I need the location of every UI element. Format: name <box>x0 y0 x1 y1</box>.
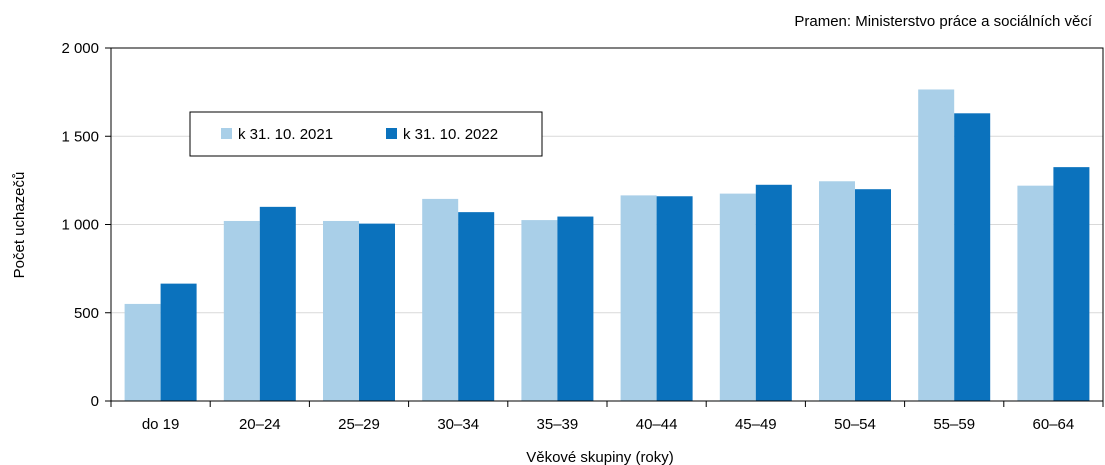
source-note: Pramen: Ministerstvo práce a sociálních … <box>794 13 1092 30</box>
y-tick-label: 1 500 <box>61 128 99 145</box>
x-axis: do 19 20–24 25–29 30–34 35–39 40–44 45–49 50–54… <box>110 401 1104 433</box>
legend-label-2021: k 31. 10. 2021 <box>238 126 333 143</box>
bar-2021 <box>521 220 558 401</box>
y-tick-label: 500 <box>74 305 99 322</box>
legend-box <box>189 111 543 157</box>
bar-2021 <box>1017 185 1054 401</box>
bar-2022 <box>755 184 792 401</box>
bar-2022 <box>954 113 991 402</box>
bar-2021 <box>819 181 855 401</box>
bar-2022 <box>557 216 594 401</box>
x-tick-label: 50–54 <box>834 416 876 433</box>
x-tick-label: 20–24 <box>239 416 281 433</box>
y-tick-label: 0 <box>91 393 99 410</box>
bar-2021 <box>223 220 260 401</box>
x-tick-label: do 19 <box>142 416 180 433</box>
x-tick-label: 40–44 <box>636 416 678 433</box>
bar-2022 <box>458 212 495 401</box>
bar-2022 <box>160 283 197 401</box>
legend-swatch-2021 <box>221 128 232 139</box>
bar-2021 <box>719 193 756 401</box>
bar-2021 <box>918 89 955 401</box>
x-tick-label: 60–64 <box>1033 416 1075 433</box>
bars <box>124 89 1090 402</box>
legend-label-2022: k 31. 10. 2022 <box>403 126 498 143</box>
bar-2021 <box>422 198 459 401</box>
x-tick-label: 55–59 <box>933 416 975 433</box>
x-tick-label: 35–39 <box>537 416 579 433</box>
bar-2022 <box>1053 167 1090 401</box>
legend: k 31. 10. 2021 k 31. 10. 2022 <box>189 111 543 157</box>
bar-2022 <box>855 189 891 401</box>
bar-2021 <box>620 195 657 401</box>
y-axis-title: Počet uchazečů <box>11 172 28 279</box>
x-axis-title: Věkové skupiny (roky) <box>526 449 674 465</box>
bar-2022 <box>259 206 296 401</box>
y-tick-label: 2 000 <box>61 40 99 57</box>
x-tick-label: 45–49 <box>735 416 777 433</box>
legend-swatch-2022 <box>386 128 397 139</box>
y-tick-label: 1 000 <box>61 217 99 234</box>
y-axis: 0 500 1 000 1 500 2 000 <box>61 40 111 410</box>
bar-2021 <box>124 303 161 401</box>
x-tick-label: 30–34 <box>437 416 479 433</box>
bar-2022 <box>359 223 395 401</box>
bar-2022 <box>656 196 693 401</box>
x-tick-label: 25–29 <box>338 416 380 433</box>
bar-2021 <box>323 220 359 401</box>
